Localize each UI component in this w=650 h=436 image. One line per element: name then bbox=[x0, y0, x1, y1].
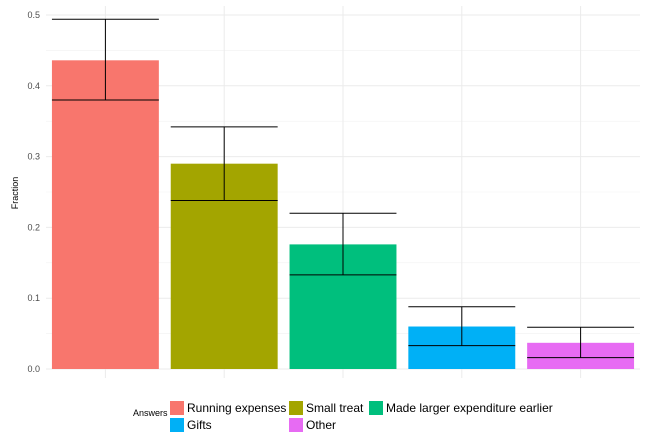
y-tick-label: 0.5 bbox=[27, 10, 40, 20]
legend-label: Other bbox=[306, 418, 336, 432]
y-tick-label: 0.3 bbox=[27, 152, 40, 162]
error-bar bbox=[170, 126, 278, 201]
error-bars bbox=[51, 18, 635, 359]
legend-label: Small treat bbox=[306, 401, 364, 415]
legend-swatch bbox=[289, 401, 303, 415]
legend-title: Answers bbox=[133, 408, 168, 418]
legend-entry: Small treat bbox=[289, 401, 364, 415]
legend: Answers Running expenses Small treat Made … bbox=[133, 401, 553, 432]
legend-swatch bbox=[369, 401, 383, 415]
y-axis-title: Fraction bbox=[10, 177, 20, 210]
y-tick-label: 0.2 bbox=[27, 222, 40, 232]
legend-entry: Running expenses bbox=[170, 401, 286, 415]
legend-label: Made larger expenditure earlier bbox=[386, 401, 553, 415]
y-tick-label: 0.4 bbox=[27, 81, 40, 91]
legend-swatch bbox=[170, 418, 184, 432]
bar bbox=[51, 60, 159, 369]
y-axis: 0.0 0.1 0.2 0.3 0.4 0.5 bbox=[27, 10, 40, 374]
error-bar bbox=[51, 18, 159, 101]
error-bar bbox=[289, 212, 397, 276]
legend-swatch bbox=[170, 401, 184, 415]
error-bar bbox=[408, 306, 516, 347]
legend-label: Running expenses bbox=[187, 401, 286, 415]
y-tick-label: 0.1 bbox=[27, 293, 40, 303]
error-bar bbox=[527, 326, 635, 359]
legend-entry: Made larger expenditure earlier bbox=[369, 401, 553, 415]
y-tick-label: 0.0 bbox=[27, 364, 40, 374]
legend-label: Gifts bbox=[187, 418, 212, 432]
legend-entry: Other bbox=[289, 418, 336, 432]
legend-entry: Gifts bbox=[170, 418, 212, 432]
legend-swatch bbox=[289, 418, 303, 432]
